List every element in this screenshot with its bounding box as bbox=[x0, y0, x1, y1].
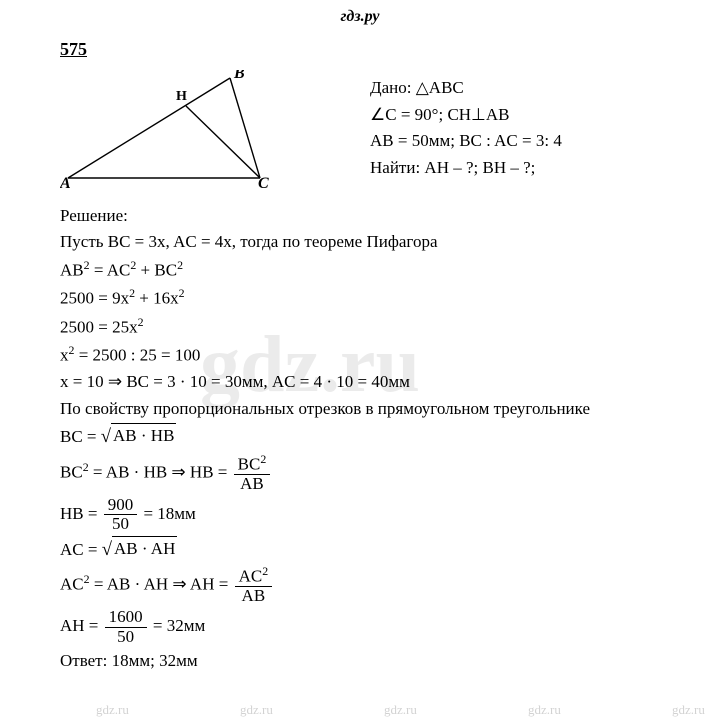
solution-line: 2500 = 9x2 + 16x2 bbox=[60, 285, 660, 311]
triangle-diagram: A B C H bbox=[60, 70, 270, 198]
solution-line: AC2 = AB · AH ⇒ AH = AC2 AB bbox=[60, 565, 660, 606]
fraction: 1600 50 bbox=[105, 608, 147, 646]
answer-line: Ответ: 18мм; 32мм bbox=[60, 649, 660, 674]
fraction: BC2 AB bbox=[234, 453, 271, 494]
solution-title: Решение: bbox=[60, 204, 660, 229]
svg-text:A: A bbox=[60, 175, 71, 190]
problem-top: A B C H Дано: △ABC ∠C = 90°; CH⊥AB AB = 50м… bbox=[60, 70, 660, 198]
page-content: 575 A B C H Дано: △ABC ∠C = 90°; CH⊥AB AB =… bbox=[0, 26, 720, 685]
solution-block: Решение: Пусть BC = 3x, AC = 4x, тогда п… bbox=[60, 204, 660, 673]
fraction: AC2 AB bbox=[235, 565, 273, 606]
given-line: Найти: AH – ?; BH – ?; bbox=[370, 156, 660, 181]
site-header: гдз.ру bbox=[0, 0, 720, 26]
sqrt-icon: √AB · HB bbox=[101, 423, 177, 450]
svg-text:H: H bbox=[176, 89, 187, 104]
svg-text:B: B bbox=[233, 70, 245, 82]
solution-line: x2 = 2500 : 25 = 100 bbox=[60, 342, 660, 368]
solution-line: Пусть BC = 3x, AC = 4x, тогда по теореме… bbox=[60, 230, 660, 255]
solution-line: BC2 = AB · HB ⇒ HB = BC2 AB bbox=[60, 453, 660, 494]
solution-line: По свойству пропорциональных отрезков в … bbox=[60, 397, 660, 422]
watermark-small: gdz.ru bbox=[240, 702, 273, 718]
problem-number: 575 bbox=[60, 36, 660, 62]
solution-line: AC = √AB · AH bbox=[60, 536, 660, 563]
given-line: ∠C = 90°; CH⊥AB bbox=[370, 103, 660, 128]
sqrt-icon: √AB · AH bbox=[102, 536, 178, 563]
watermark-small: gdz.ru bbox=[672, 702, 705, 718]
solution-line: AH = 1600 50 = 32мм bbox=[60, 608, 660, 646]
site-title: гдз.ру bbox=[341, 8, 380, 25]
watermark-small: gdz.ru bbox=[384, 702, 417, 718]
given-line: AB = 50мм; BC : AC = 3: 4 bbox=[370, 129, 660, 154]
watermark-small: gdz.ru bbox=[528, 702, 561, 718]
svg-text:C: C bbox=[258, 175, 269, 190]
solution-line: BC = √AB · HB bbox=[60, 423, 660, 450]
solution-line: x = 10 ⇒ BC = 3 · 10 = 30мм, AC = 4 · 10… bbox=[60, 370, 660, 395]
watermark-small: gdz.ru bbox=[96, 702, 129, 718]
solution-line: AB2 = AC2 + BC2 bbox=[60, 257, 660, 283]
solution-line: HB = 900 50 = 18мм bbox=[60, 496, 660, 534]
given-line: Дано: △ABC bbox=[370, 76, 660, 101]
triangle-svg: A B C H bbox=[60, 70, 270, 190]
given-block: Дано: △ABC ∠C = 90°; CH⊥AB AB = 50мм; BC… bbox=[310, 70, 660, 183]
solution-line: 2500 = 25x2 bbox=[60, 314, 660, 340]
fraction: 900 50 bbox=[104, 496, 138, 534]
